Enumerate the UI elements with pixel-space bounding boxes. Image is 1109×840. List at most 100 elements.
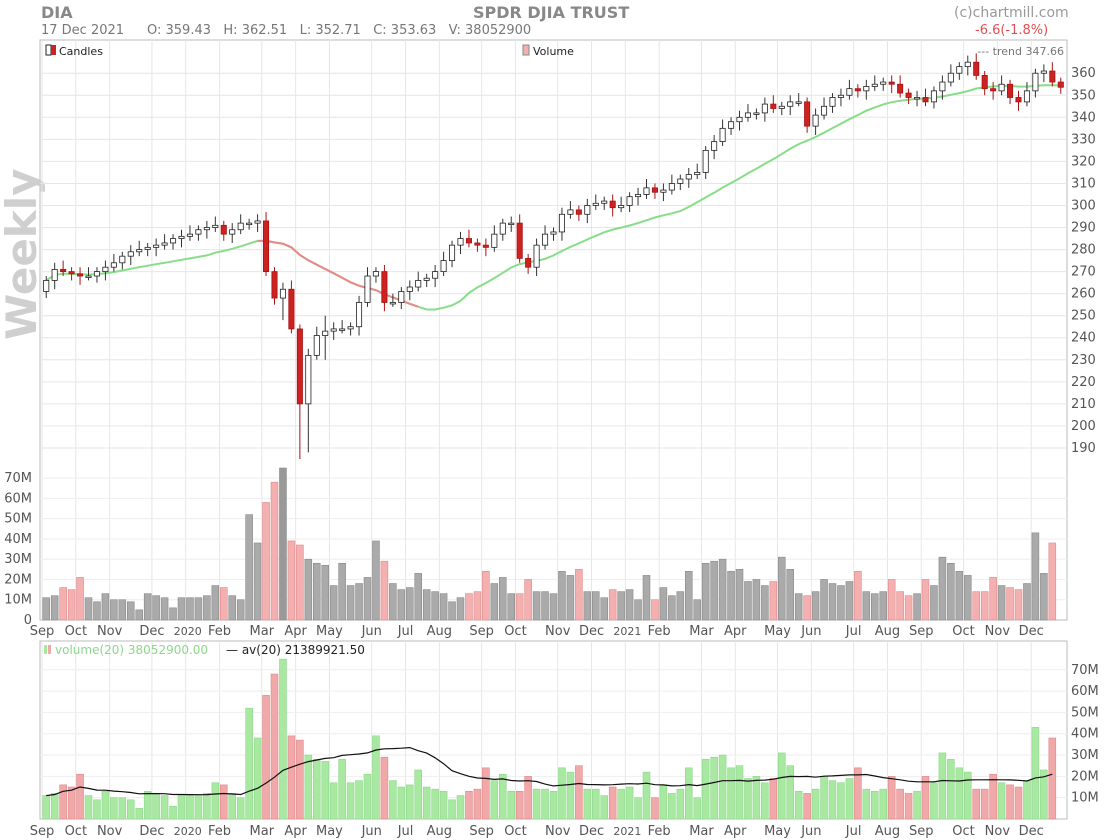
volume-legend-icon [522, 44, 530, 56]
volume20-bar [42, 795, 50, 820]
volume20-bar [406, 784, 414, 820]
candle-body [153, 244, 160, 248]
month-tick-label-lower: May [764, 824, 791, 839]
candle-body [964, 61, 971, 68]
candle-body [347, 326, 354, 330]
volume20-bar [532, 788, 541, 820]
price-tick-label: 320 [1071, 154, 1096, 169]
volume20-bar [220, 784, 228, 820]
month-tick-label-lower: 2020 [174, 825, 202, 838]
candle-body [829, 97, 836, 107]
volume-bar [651, 599, 659, 621]
candle-body [854, 88, 861, 92]
candle-body [558, 213, 565, 233]
month-tick-label: Jul [845, 624, 862, 639]
volume20-bar [701, 759, 710, 820]
date-label: 17 Dec 2021 [41, 23, 125, 38]
volume-bar [329, 585, 338, 621]
month-tick-label: Jul [397, 624, 414, 639]
volume-bar [50, 595, 59, 621]
volume20-bar [744, 778, 752, 820]
volume20-bar [380, 756, 389, 820]
volume20-bar [794, 790, 803, 820]
volume-tick-label: 20M [4, 572, 32, 587]
candle-body [533, 244, 540, 268]
volume-tick-label: 0 [24, 613, 32, 628]
volume-legend-label: Volume [533, 45, 574, 58]
candle-body [550, 231, 557, 235]
volume20-bar [676, 788, 685, 820]
volume20-bar [769, 778, 778, 820]
volume20-bar [101, 790, 110, 820]
volume2-tick-label: 30M [1071, 748, 1099, 763]
candles-legend-icon [45, 44, 52, 56]
volume-bar [499, 577, 507, 621]
price-tick-label: 350 [1071, 88, 1096, 103]
volume-bar [718, 558, 727, 621]
volume20-bar [490, 780, 499, 820]
volume-bar [507, 593, 515, 621]
change-readout: -6.6(-1.8%) [975, 23, 1049, 38]
volume20-bar [1014, 786, 1023, 820]
volume20-legend-icon [44, 645, 47, 654]
month-tick-label-lower: Feb [648, 824, 671, 839]
candle-body [93, 271, 100, 277]
month-tick-label-lower: Oct [65, 824, 87, 839]
candle-body [288, 288, 295, 330]
month-tick-label-lower: Apr [724, 824, 747, 839]
candle-body [339, 328, 346, 331]
candle-body [677, 178, 684, 184]
candle-body [1023, 90, 1030, 103]
volume20-bar [549, 790, 558, 820]
candle-body [846, 88, 853, 96]
month-tick-label-lower: Apr [284, 824, 307, 839]
volume-tick-label: 70M [4, 471, 32, 486]
volume-bar [659, 587, 668, 621]
month-tick-label-lower: Dec [1019, 824, 1044, 839]
candle-body [1007, 83, 1014, 98]
volume-bar [769, 581, 778, 621]
volume-bar [262, 502, 270, 621]
volume20-bar [913, 790, 921, 820]
volume20-bar [651, 797, 659, 820]
candle-body [364, 275, 371, 303]
candle-body [778, 105, 785, 109]
candle-body [694, 172, 701, 176]
sma-trend-line-below [257, 239, 419, 308]
volume-tick-label: 40M [4, 532, 32, 547]
month-tick-label-lower: Feb [208, 824, 231, 839]
candle-body [178, 235, 185, 239]
volume20-bar [321, 761, 329, 820]
candles-legend-label: Candles [59, 45, 103, 58]
volume-bar [482, 571, 490, 621]
volume-bar [160, 597, 169, 621]
candle-body [144, 246, 151, 250]
volume-bar [397, 589, 406, 621]
volume20-bar [93, 799, 101, 820]
volume20-bar [67, 786, 76, 820]
month-tick-label: Aug [427, 624, 452, 639]
volume20-bar [84, 795, 93, 820]
volume2-tick-label: 60M [1071, 684, 1099, 699]
volume-bar [887, 579, 896, 621]
volume-panel [39, 640, 1068, 820]
volume-bar [177, 597, 186, 621]
candle-body [584, 205, 591, 215]
volume-bar [558, 571, 566, 621]
volume-bar [541, 591, 549, 621]
candle-body [119, 255, 126, 264]
volume20-bar [524, 776, 532, 820]
price-tick-label: 190 [1071, 441, 1096, 456]
candle-body [525, 257, 532, 268]
price-tick-label: 200 [1071, 419, 1096, 434]
candle-body [770, 103, 777, 109]
volume-bar [549, 593, 558, 621]
volume20-bar [828, 780, 837, 820]
candle-body [643, 187, 650, 195]
candle-body [415, 280, 422, 288]
candle-body [271, 271, 278, 299]
volume-bar [685, 571, 693, 621]
volume20-bar [566, 771, 575, 820]
volume20-bar [118, 797, 127, 820]
volume20-bar [143, 790, 152, 820]
